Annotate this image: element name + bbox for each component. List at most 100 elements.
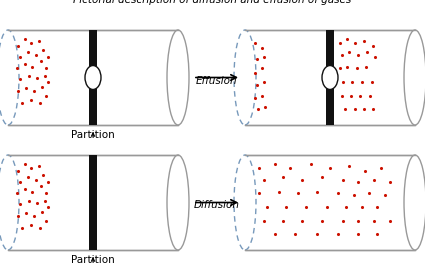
Point xyxy=(334,191,341,196)
Point xyxy=(261,80,267,84)
Point xyxy=(32,53,39,57)
Point xyxy=(37,59,44,63)
Point xyxy=(298,178,305,182)
Bar xyxy=(326,86,334,125)
Point xyxy=(29,64,36,69)
Point xyxy=(35,39,42,43)
Bar xyxy=(8,155,178,250)
Point xyxy=(255,166,262,170)
Point xyxy=(260,178,267,182)
Point xyxy=(371,178,378,182)
Point xyxy=(34,76,40,80)
Point xyxy=(14,44,21,48)
Point xyxy=(28,98,34,102)
Point xyxy=(368,80,375,84)
Point xyxy=(357,93,363,98)
Point xyxy=(253,57,260,62)
Point xyxy=(334,232,341,237)
Point xyxy=(17,180,23,185)
Point xyxy=(374,232,381,237)
Point xyxy=(336,41,343,45)
Point xyxy=(374,205,381,209)
Point xyxy=(21,37,28,41)
Point xyxy=(271,162,278,166)
Point xyxy=(18,226,25,230)
Point xyxy=(287,166,294,170)
Point xyxy=(39,84,46,89)
Ellipse shape xyxy=(167,155,189,250)
Bar xyxy=(89,30,97,69)
Point xyxy=(377,166,384,170)
Point xyxy=(298,219,305,223)
Point xyxy=(45,55,51,60)
Point xyxy=(21,187,28,191)
Point xyxy=(37,226,44,230)
Bar xyxy=(326,30,334,69)
Point xyxy=(342,107,348,111)
Point xyxy=(279,175,286,179)
Point xyxy=(351,107,358,111)
Point xyxy=(40,173,47,177)
Bar xyxy=(89,86,97,125)
Bar xyxy=(245,30,415,125)
Point xyxy=(339,93,346,98)
Point xyxy=(253,83,260,87)
Point xyxy=(260,219,267,223)
Point xyxy=(251,71,258,75)
Ellipse shape xyxy=(234,155,256,250)
Text: Partition: Partition xyxy=(71,255,115,264)
Point xyxy=(25,175,31,179)
Point xyxy=(25,50,31,54)
Point xyxy=(314,190,321,194)
Point xyxy=(21,62,28,66)
Text: Pictorial description of diffusion and effusion of gases: Pictorial description of diffusion and e… xyxy=(74,0,351,5)
Point xyxy=(387,180,394,185)
Point xyxy=(295,191,302,196)
Point xyxy=(251,41,258,45)
Point xyxy=(279,219,286,223)
Point xyxy=(34,200,40,205)
Point xyxy=(23,86,30,91)
Point xyxy=(255,107,261,111)
Point xyxy=(45,180,51,185)
Point xyxy=(14,66,20,70)
Point xyxy=(387,219,394,223)
Point xyxy=(255,191,262,196)
Point xyxy=(370,107,377,111)
Point xyxy=(371,55,378,60)
Point xyxy=(348,93,354,98)
Point xyxy=(339,219,346,223)
Bar xyxy=(8,30,178,125)
Point xyxy=(28,166,34,170)
Point xyxy=(363,64,369,69)
Point xyxy=(303,205,310,209)
Point xyxy=(351,41,358,45)
Point xyxy=(340,80,347,84)
Point xyxy=(343,205,349,209)
Text: Partition: Partition xyxy=(71,130,115,140)
Point xyxy=(276,190,283,194)
Text: Diffusion: Diffusion xyxy=(194,200,240,210)
Point xyxy=(271,232,278,237)
Ellipse shape xyxy=(0,30,19,125)
Point xyxy=(326,166,333,170)
Point xyxy=(359,80,366,84)
Point xyxy=(18,101,25,105)
Point xyxy=(319,175,326,179)
Point xyxy=(366,93,373,98)
Point xyxy=(41,74,48,78)
Text: Effusion: Effusion xyxy=(196,76,238,86)
Point xyxy=(17,202,23,206)
Ellipse shape xyxy=(234,30,256,125)
Point xyxy=(339,53,346,57)
Point xyxy=(361,107,368,111)
Ellipse shape xyxy=(0,155,19,250)
Point xyxy=(17,55,23,60)
Point xyxy=(354,66,360,70)
Point xyxy=(14,168,21,173)
Point xyxy=(43,219,50,223)
Point xyxy=(14,89,21,93)
Point xyxy=(43,66,50,70)
Point xyxy=(355,180,362,185)
Point xyxy=(26,74,33,78)
